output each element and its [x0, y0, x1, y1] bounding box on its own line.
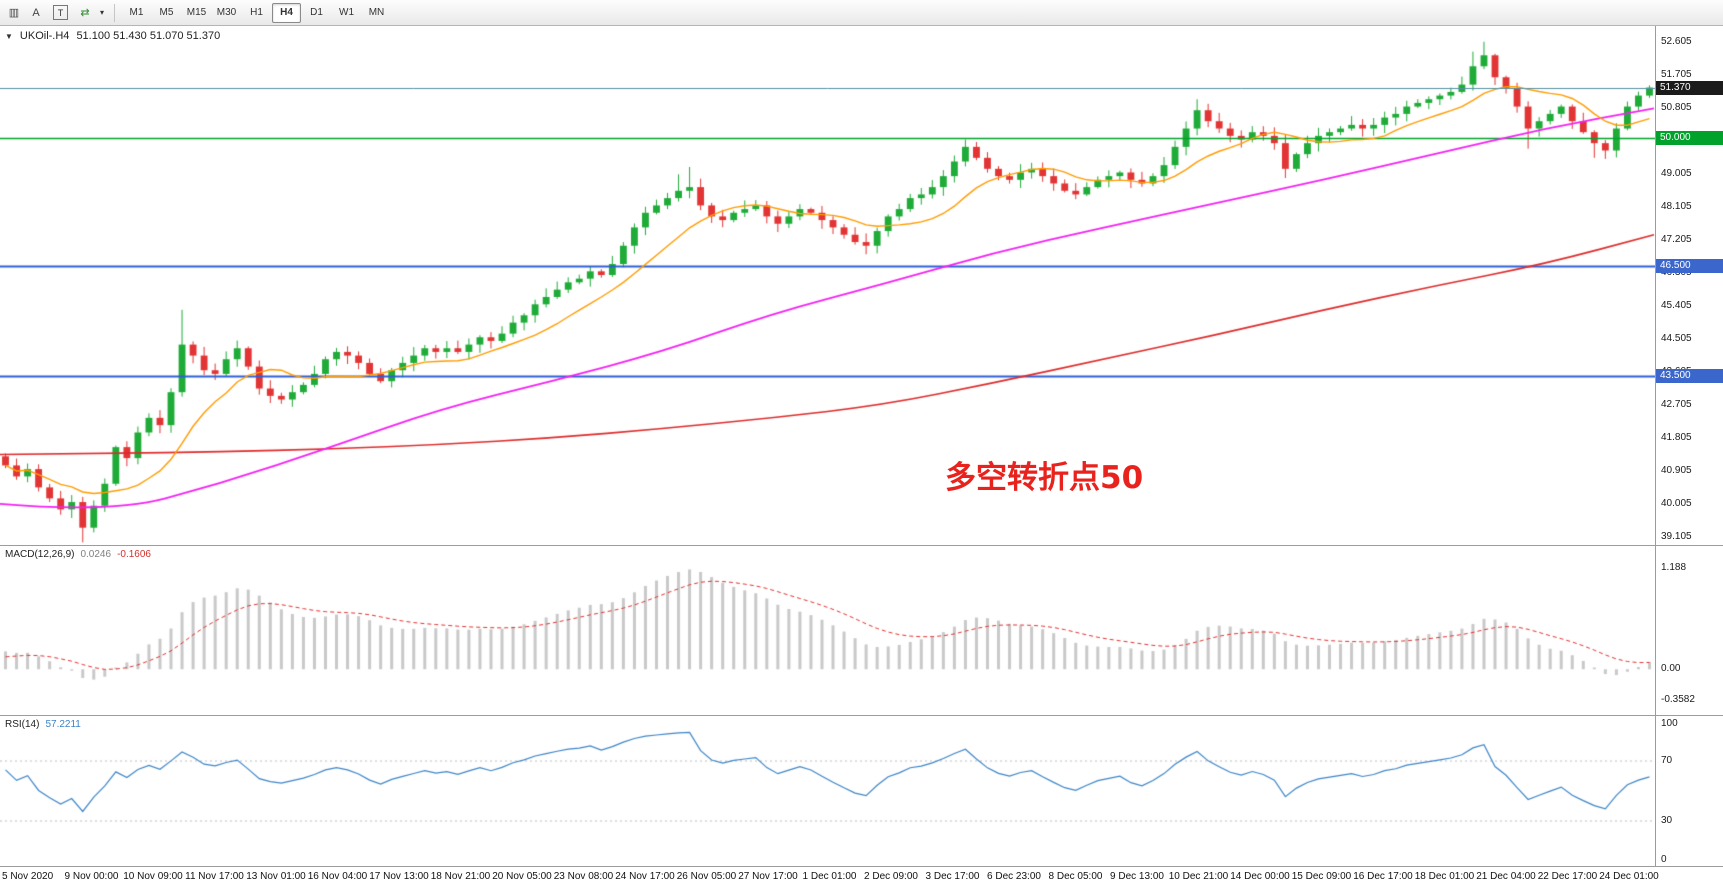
time-axis-label: 16 Dec 17:00 [1353, 871, 1413, 882]
price-axis-label: 45.405 [1661, 299, 1692, 311]
timeframe-button-M5[interactable]: M5 [159, 6, 174, 18]
macd-canvas[interactable] [0, 546, 1655, 716]
time-axis-label: 8 Dec 05:00 [1048, 871, 1103, 882]
panel-divider [0, 545, 1723, 546]
time-axis-label: 24 Nov 17:00 [615, 871, 675, 882]
price-badge-51.370: 51.370 [1656, 80, 1723, 95]
price-axis-label: 40.005 [1661, 497, 1692, 509]
price-axis-label: 41.805 [1661, 431, 1692, 443]
toolbar-separator [114, 3, 115, 22]
toolbar-icon-group: ▥ A T ⇄ ▾ [4, 3, 107, 22]
time-axis[interactable]: 5 Nov 2020 9 Nov 00:00 10 Nov 09:00 11 Nov … [0, 866, 1723, 890]
price-axis-label: 49.005 [1661, 168, 1692, 180]
time-axis-label: 1 Dec 01:00 [802, 871, 857, 882]
time-axis-label: 10 Dec 21:00 [1168, 871, 1229, 882]
time-axis-label: 13 Nov 01:00 [246, 871, 306, 882]
timeframe-button-M15[interactable]: M15 [186, 6, 207, 18]
time-axis-label: 9 Dec 13:00 [1110, 871, 1164, 882]
time-axis-label: 18 Dec 01:00 [1414, 871, 1475, 882]
timeframe-button-M1[interactable]: M1 [129, 6, 144, 18]
time-axis-label: 11 Nov 17:00 [185, 871, 244, 882]
price-axis-label: 52.605 [1661, 36, 1692, 48]
price-badge-50.000: 50.000 [1656, 130, 1723, 145]
time-axis-label: 23 Nov 08:00 [553, 871, 614, 882]
timeframe-button-W1[interactable]: W1 [339, 6, 354, 18]
ohlc-values: 51.100 51.430 51.070 51.370 [76, 30, 221, 42]
text-tool-icon[interactable]: T [53, 5, 68, 20]
timeframe-button-M30[interactable]: M30 [216, 6, 237, 18]
price-chart-canvas[interactable] [0, 26, 1655, 546]
time-axis-label: 18 Nov 21:00 [430, 871, 491, 882]
time-axis-label: 17 Nov 13:00 [369, 871, 429, 882]
macd-panel: MACD(12,26,9) 0.0246 -0.1606 [0, 546, 1655, 716]
macd-main-value: 0.0246 [80, 549, 112, 560]
rsi-panel: RSI(14) 57.2211 [0, 716, 1655, 866]
price-axis-label: 51.705 [1661, 69, 1692, 81]
price-badge-46.500: 46.500 [1656, 258, 1723, 273]
time-axis-label: 6 Dec 23:00 [987, 871, 1041, 882]
timeframe-button-MN[interactable]: MN [368, 6, 385, 18]
price-axis[interactable]: 52.60551.70550.80549.90549.00548.10547.2… [1655, 26, 1723, 866]
timeframe-group: M1 M5 M15 M30 H1 H4 D1 W1 MN [122, 2, 391, 23]
time-axis-label: 26 Nov 05:00 [676, 871, 737, 882]
rsi-label: RSI(14) 57.2211 [5, 719, 81, 730]
time-axis-label: 16 Nov 04:00 [307, 871, 368, 882]
timeframe-button-H4[interactable]: H4 [272, 2, 301, 23]
price-axis-label: 42.705 [1661, 398, 1692, 410]
price-axis-label: 39.105 [1661, 530, 1692, 542]
price-axis-label: 30 [1661, 815, 1673, 826]
auto-trade-icon[interactable]: ⇄ [80, 7, 90, 19]
time-axis-label: 22 Dec 17:00 [1537, 871, 1598, 882]
time-axis-label: 14 Dec 00:00 [1230, 871, 1290, 882]
panel-divider [0, 715, 1723, 716]
price-axis-label: 70 [1661, 755, 1673, 766]
price-axis-label: 1.188 [1661, 562, 1687, 574]
cursor-tool-icon[interactable]: A [32, 6, 40, 19]
symbol-timeframe-label: UKOil-.H4 [19, 30, 70, 42]
price-axis-label: 44.505 [1661, 332, 1692, 344]
time-axis-label: 10 Nov 09:00 [123, 871, 183, 882]
price-badge-43.500: 43.500 [1656, 368, 1723, 383]
timeframe-button-D1[interactable]: D1 [310, 6, 323, 18]
price-axis-label: 48.105 [1661, 201, 1692, 213]
price-axis-label: -0.3582 [1661, 693, 1695, 705]
price-axis-label: 0.00 [1661, 663, 1681, 675]
toolbar: ▥ A T ⇄ ▾ M1 M5 M15 M30 H1 H4 D1 W1 MN [0, 0, 1723, 26]
time-axis-label: 27 Nov 17:00 [738, 871, 798, 882]
timeframe-button-H1[interactable]: H1 [250, 6, 263, 18]
time-axis-label: 2 Dec 09:00 [864, 871, 918, 882]
macd-signal-value: -0.1606 [117, 549, 151, 560]
dropdown-caret-icon[interactable]: ▾ [99, 8, 104, 17]
main-chart-panel: ▼ UKOil-.H4 51.100 51.430 51.070 51.370 … [0, 26, 1655, 546]
chart-menu-icon[interactable]: ▼ [5, 31, 13, 41]
price-axis-label: 100 [1661, 718, 1678, 729]
time-axis-label: 24 Dec 01:00 [1599, 871, 1659, 882]
price-axis-label: 40.905 [1661, 464, 1692, 476]
chart-text-annotation[interactable]: 多空转折点50 [945, 460, 1144, 496]
rsi-name: RSI(14) [5, 719, 40, 730]
macd-name: MACD(12,26,9) [5, 549, 75, 560]
time-axis-label: 21 Dec 04:00 [1476, 871, 1536, 882]
rsi-canvas[interactable] [0, 716, 1655, 866]
time-axis-label: 9 Nov 00:00 [64, 871, 119, 882]
price-axis-label: 47.205 [1661, 234, 1692, 246]
rsi-value: 57.2211 [45, 719, 81, 730]
price-axis-label: 0 [1661, 854, 1667, 865]
time-axis-label: 5 Nov 2020 [2, 871, 54, 882]
chart-windows-icon[interactable]: ▥ [8, 7, 20, 19]
time-axis-label: 15 Dec 09:00 [1291, 871, 1352, 882]
time-axis-label: 20 Nov 05:00 [492, 871, 552, 882]
time-axis-label: 3 Dec 17:00 [925, 871, 980, 882]
price-axis-label: 50.805 [1661, 102, 1692, 114]
macd-label: MACD(12,26,9) 0.0246 -0.1606 [5, 549, 151, 560]
chart-title: ▼ UKOil-.H4 51.100 51.430 51.070 51.370 [5, 30, 220, 42]
